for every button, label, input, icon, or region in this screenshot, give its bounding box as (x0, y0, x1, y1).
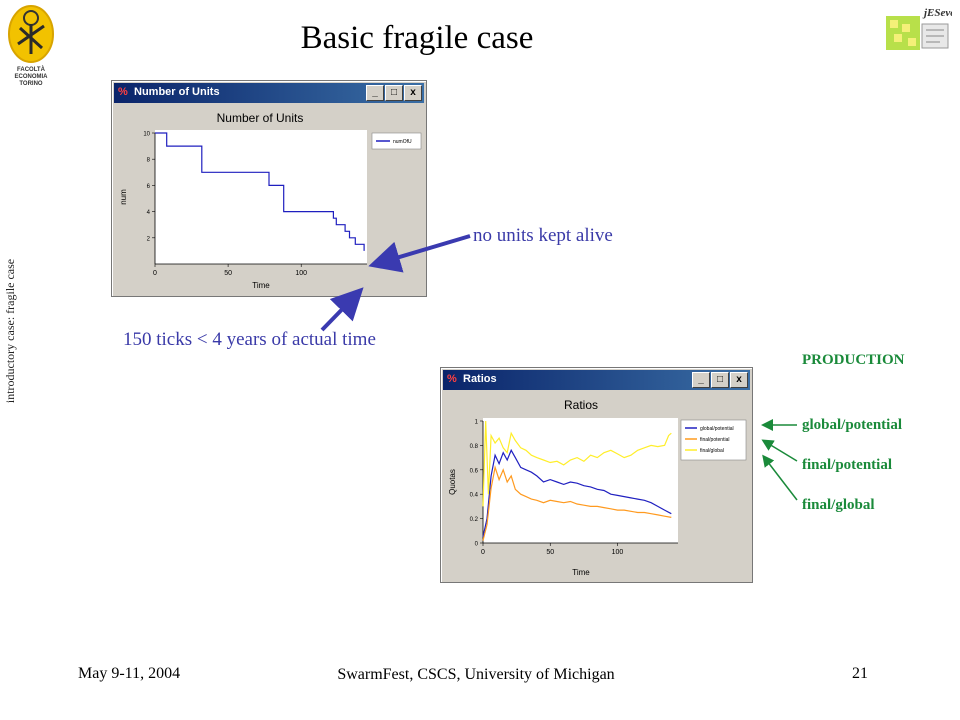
legend-label: numOfU (393, 139, 412, 145)
y-tick-label: 2 (147, 236, 151, 242)
chart-title: Ratios (564, 398, 598, 412)
legend-box (680, 419, 747, 461)
annotation-ticks: 150 ticks < 4 years of actual time (123, 329, 376, 350)
app-icon: % (447, 373, 457, 385)
ratios-window[interactable]: % Ratios _ □ x Ratios 0 50 100 0 0.2 0.4 0.6 0.… (440, 367, 753, 583)
window-title: Number of Units (134, 86, 220, 98)
close-button[interactable]: x (730, 372, 748, 388)
svg-text:ECONOMIA: ECONOMIA (15, 74, 49, 80)
x-tick-label: 100 (295, 270, 307, 277)
series-line-numofu (155, 132, 365, 251)
production-heading: PRODUCTION (802, 352, 905, 368)
footer-page-number: 21 (852, 665, 868, 682)
label-global-potential: global/potential (802, 417, 903, 433)
legend-box (371, 132, 422, 150)
x-tick-label: 50 (224, 270, 232, 277)
svg-text:jESevol: jESevol (922, 7, 952, 19)
legend-label: global/potential (700, 426, 734, 432)
series-line-final-potential (482, 465, 672, 541)
number-of-units-chart: Number of Units 0 50 100 2 4 6 8 10 Time num nu… (119, 111, 422, 290)
x-axis-label: Time (572, 568, 590, 577)
svg-text:FACOLTÀ: FACOLTÀ (17, 66, 46, 73)
x-tick-label: 0 (481, 549, 485, 556)
y-tick-label: 0 (475, 542, 479, 548)
jesevol-logo: jESevol (886, 7, 952, 50)
label-final-global: final/global (802, 497, 875, 513)
minimize-button[interactable]: _ (692, 372, 710, 388)
chart-title: Number of Units (217, 111, 304, 125)
y-tick-label: 6 (147, 184, 151, 190)
faculty-logo: FACOLTÀ ECONOMIA TORINO (8, 5, 54, 87)
y-tick-label: 0.8 (470, 444, 479, 450)
y-tick-label: 0.6 (470, 468, 479, 474)
label-final-potential: final/potential (802, 457, 893, 473)
x-tick-label: 0 (153, 270, 157, 277)
slide-title: Basic fragile case (300, 20, 534, 56)
svg-text:TORINO: TORINO (19, 81, 43, 87)
arrow-final-global (762, 454, 798, 501)
y-tick-label: 8 (147, 158, 151, 164)
x-tick-label: 50 (546, 549, 554, 556)
annotation-no-units: no units kept alive (473, 225, 613, 246)
maximize-button[interactable]: □ (711, 372, 729, 388)
series-line-global-potential (482, 448, 672, 538)
arrow-ticks (320, 287, 364, 332)
y-tick-label: 10 (143, 132, 150, 138)
y-axis-label: num (119, 189, 128, 205)
legend-label: final/global (700, 448, 724, 454)
footer-conference: SwarmFest, CSCS, University of Michigan (337, 666, 615, 683)
arrow-final-potential (761, 439, 798, 462)
number-of-units-window[interactable]: % Number of Units _ □ x Number of Units … (111, 80, 427, 297)
legend-label: final/potential (700, 437, 729, 443)
x-tick-label: 100 (612, 549, 624, 556)
maximize-button[interactable]: □ (385, 85, 403, 101)
app-icon: % (118, 86, 128, 98)
side-label: introductory case: fragile case (3, 258, 17, 404)
series-line-final-global (482, 420, 672, 507)
y-tick-label: 1 (475, 420, 479, 426)
window-title: Ratios (463, 373, 497, 385)
footer-date: May 9-11, 2004 (78, 665, 181, 682)
window-titlebar[interactable]: % Number of Units _ □ x (114, 83, 424, 103)
plot-area (155, 130, 367, 264)
window-titlebar[interactable]: % Ratios _ □ x (443, 370, 750, 390)
y-axis-label: Quotas (448, 469, 457, 495)
y-tick-label: 0.2 (470, 517, 479, 523)
close-button[interactable]: x (404, 85, 422, 101)
y-tick-label: 0.4 (470, 493, 479, 499)
y-tick-label: 4 (147, 210, 151, 216)
minimize-button[interactable]: _ (366, 85, 384, 101)
x-axis-label: Time (252, 281, 270, 290)
plot-area (483, 418, 678, 543)
